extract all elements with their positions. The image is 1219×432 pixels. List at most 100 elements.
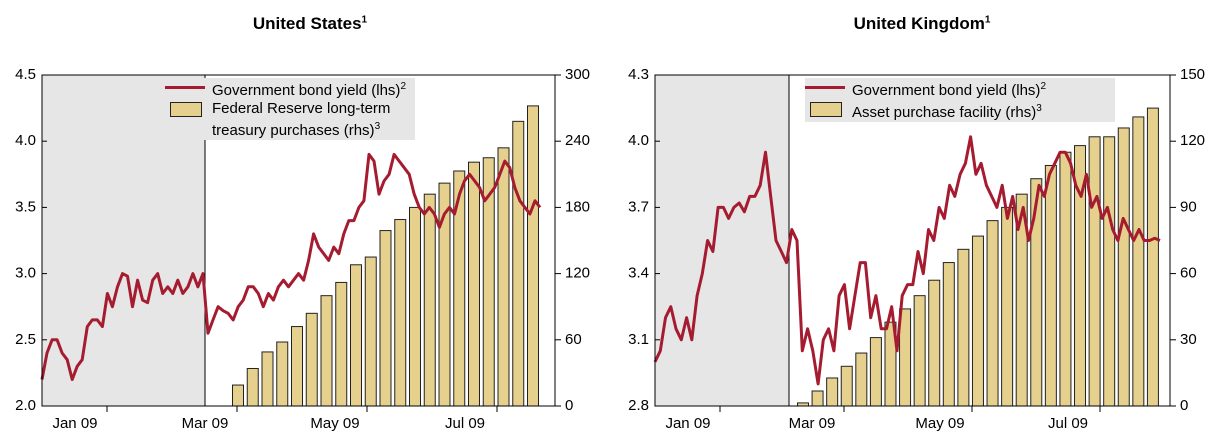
bar bbox=[899, 308, 912, 407]
legend-swatch bbox=[170, 102, 202, 117]
bar bbox=[1103, 136, 1116, 407]
y2-tick-label: 120 bbox=[565, 265, 590, 282]
title-text: United Kingdom bbox=[853, 14, 985, 33]
y-tick-label: 4.0 bbox=[628, 132, 649, 149]
legend-label: Government bond yield (lhs) bbox=[212, 82, 401, 99]
bar bbox=[957, 248, 970, 407]
bar bbox=[497, 147, 510, 407]
bar bbox=[423, 193, 436, 407]
y-tick-label: 3.4 bbox=[628, 265, 649, 282]
bar bbox=[986, 220, 999, 407]
bar bbox=[811, 390, 824, 407]
bar bbox=[512, 120, 525, 407]
bar bbox=[379, 230, 392, 407]
bar bbox=[913, 295, 926, 407]
y2-tick-label: 240 bbox=[565, 132, 590, 149]
legend-swatch bbox=[810, 102, 842, 117]
x-tick-label: Jul 09 bbox=[1048, 415, 1088, 432]
y-tick-label: 3.1 bbox=[628, 331, 649, 348]
bar bbox=[1044, 164, 1057, 407]
x-tick-label: Jan 09 bbox=[665, 415, 710, 432]
y-tick-label: 2.5 bbox=[15, 331, 36, 348]
y2-tick-label: 120 bbox=[1180, 132, 1205, 149]
bar bbox=[971, 235, 984, 407]
y2-tick-label: 90 bbox=[1180, 198, 1197, 215]
bar bbox=[928, 279, 941, 407]
legend-entry: Federal Reserve long-term treasury purch… bbox=[165, 100, 415, 140]
bar bbox=[394, 219, 407, 407]
legend-entry: Government bond yield (lhs)2 bbox=[165, 78, 415, 100]
title-text: United States bbox=[252, 14, 362, 33]
legend-swatch bbox=[165, 86, 205, 89]
y2-tick-label: 30 bbox=[1180, 331, 1197, 348]
y-tick-label: 4.5 bbox=[15, 66, 36, 83]
bar bbox=[364, 256, 377, 407]
bar bbox=[305, 312, 318, 407]
title-note: 1 bbox=[984, 14, 991, 26]
y-tick-label: 2.8 bbox=[628, 397, 649, 414]
legend-label: Asset purchase facility (rhs) bbox=[852, 104, 1037, 121]
legend-entry: Government bond yield (lhs)2 bbox=[805, 78, 1115, 100]
bar bbox=[468, 161, 480, 407]
bar bbox=[291, 326, 303, 407]
title-note: 1 bbox=[361, 14, 368, 26]
bar bbox=[1001, 206, 1014, 407]
legend-label: Government bond yield (lhs) bbox=[852, 82, 1041, 99]
y2-tick-label: 180 bbox=[565, 198, 590, 215]
legend-label: Federal Reserve long-term treasury purch… bbox=[212, 100, 391, 139]
y2-tick-label: 60 bbox=[565, 331, 582, 348]
bar bbox=[1030, 178, 1043, 407]
legend-entry: Asset purchase facility (rhs)3 bbox=[805, 100, 1115, 122]
y2-tick-label: 0 bbox=[1180, 397, 1188, 414]
y2-tick-label: 0 bbox=[565, 397, 573, 414]
legend-note: 2 bbox=[1040, 81, 1046, 92]
plot-frame bbox=[41, 74, 556, 407]
bar bbox=[942, 262, 955, 407]
line bbox=[653, 135, 1161, 386]
chart-title: United Kingdom1 bbox=[722, 14, 1122, 34]
bar bbox=[527, 105, 539, 407]
plot-frame bbox=[654, 74, 1171, 407]
y-tick-label: 4.3 bbox=[628, 66, 649, 83]
bar bbox=[409, 206, 421, 407]
legend-note: 3 bbox=[374, 121, 381, 132]
bar bbox=[1117, 127, 1130, 407]
bar bbox=[232, 384, 244, 407]
x-tick-label: Mar 09 bbox=[789, 415, 836, 432]
line bbox=[40, 152, 542, 381]
bar bbox=[855, 352, 868, 407]
bar bbox=[276, 341, 289, 407]
y2-tick-label: 150 bbox=[1180, 66, 1205, 83]
bar bbox=[840, 365, 853, 407]
y-tick-label: 3.7 bbox=[628, 198, 649, 215]
x-tick-label: May 09 bbox=[310, 415, 359, 432]
legend-note: 2 bbox=[400, 81, 406, 92]
y-tick-label: 3.5 bbox=[15, 198, 36, 215]
bar bbox=[1088, 136, 1101, 407]
y-tick-label: 4.0 bbox=[15, 132, 36, 149]
legend: Government bond yield (lhs)2 Asset purcha… bbox=[805, 78, 1115, 122]
y2-tick-label: 300 bbox=[565, 66, 590, 83]
bar bbox=[350, 264, 362, 407]
bar bbox=[320, 295, 333, 407]
bar bbox=[1059, 151, 1072, 407]
y2-tick-label: 60 bbox=[1180, 265, 1197, 282]
legend-note: 3 bbox=[1036, 103, 1042, 114]
y-tick-label: 2.0 bbox=[15, 397, 36, 414]
x-tick-label: May 09 bbox=[915, 415, 964, 432]
x-tick-label: Mar 09 bbox=[182, 415, 229, 432]
legend: Government bond yield (lhs)2 Federal Rese… bbox=[165, 78, 415, 140]
bar bbox=[246, 367, 259, 407]
x-tick-label: Jan 09 bbox=[52, 415, 97, 432]
bar bbox=[1146, 107, 1159, 407]
legend-swatch bbox=[805, 86, 845, 89]
y-tick-label: 3.0 bbox=[15, 265, 36, 282]
bar bbox=[261, 351, 274, 407]
bar bbox=[826, 377, 839, 407]
chart-title: United States1 bbox=[110, 14, 510, 34]
bar bbox=[335, 281, 348, 407]
bar bbox=[869, 337, 882, 407]
x-tick-label: Jul 09 bbox=[445, 415, 485, 432]
bar bbox=[1132, 116, 1145, 407]
